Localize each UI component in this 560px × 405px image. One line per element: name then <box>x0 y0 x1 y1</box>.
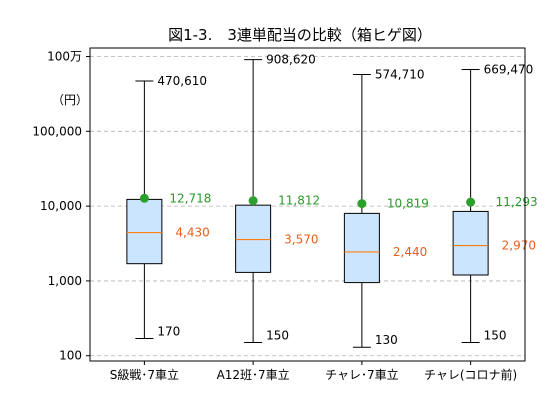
y-tick-label: 100 <box>59 349 82 363</box>
mean-marker <box>466 197 476 207</box>
y-axis: 100 1,000 10,000 100,000 100万 <box>32 50 90 363</box>
max-label: 470,610 <box>157 74 207 88</box>
x-tick-label: チャレ･7車立 <box>325 367 399 382</box>
median-label: 2,440 <box>393 245 427 259</box>
y-tick-label: 100,000 <box>32 124 82 138</box>
box-group: 470,610 12,718 4,430 170 <box>126 74 211 339</box>
box-group: 574,710 10,819 2,440 130 <box>343 68 429 348</box>
mean-label: 10,819 <box>387 197 429 211</box>
mean-label: 11,812 <box>278 194 320 208</box>
median-label: 2,970 <box>502 239 536 253</box>
plot-area-frame <box>89 47 526 362</box>
mean-marker <box>139 193 149 203</box>
median-label: 3,570 <box>284 233 318 247</box>
iqr-box <box>235 204 272 273</box>
x-tick-label: S級戦･7車立 <box>110 367 179 382</box>
mean-label: 11,293 <box>496 195 538 209</box>
min-label: 150 <box>484 329 507 343</box>
x-tick-label: A12班･7車立 <box>217 367 290 382</box>
y-tick-label: 100万 <box>47 50 82 64</box>
y-tick-label: 10,000 <box>40 199 82 213</box>
min-label: 170 <box>157 324 180 338</box>
max-label: 574,710 <box>375 68 425 82</box>
y-tick-label: 1,000 <box>48 274 82 288</box>
mean-marker <box>248 196 258 206</box>
median-label: 4,430 <box>175 226 209 240</box>
boxes: 470,610 12,718 4,430 170 908,620 11,812 3,570 1… <box>126 53 538 348</box>
iqr-box <box>343 212 380 284</box>
mean-marker <box>357 199 367 209</box>
iqr-box <box>126 198 163 265</box>
chart-title: 図1-3. 3連単配当の比較（箱ヒゲ図） <box>168 26 432 44</box>
max-label: 669,470 <box>484 63 534 77</box>
mean-label: 12,718 <box>169 191 211 205</box>
max-label: 908,620 <box>266 53 316 67</box>
box-group: 908,620 11,812 3,570 150 <box>235 53 320 344</box>
grid-lines <box>90 56 525 357</box>
x-axis: S級戦･7車立 A12班･7車立 チャレ･7車立 チャレ(コロナ前) <box>110 361 517 382</box>
iqr-box <box>452 210 489 276</box>
min-label: 150 <box>266 329 289 343</box>
min-label: 130 <box>375 333 398 347</box>
box-group: 669,470 11,293 2,970 150 <box>452 63 538 344</box>
x-tick-label: チャレ(コロナ前) <box>424 367 517 382</box>
y-unit-label: （円） <box>52 93 88 107</box>
